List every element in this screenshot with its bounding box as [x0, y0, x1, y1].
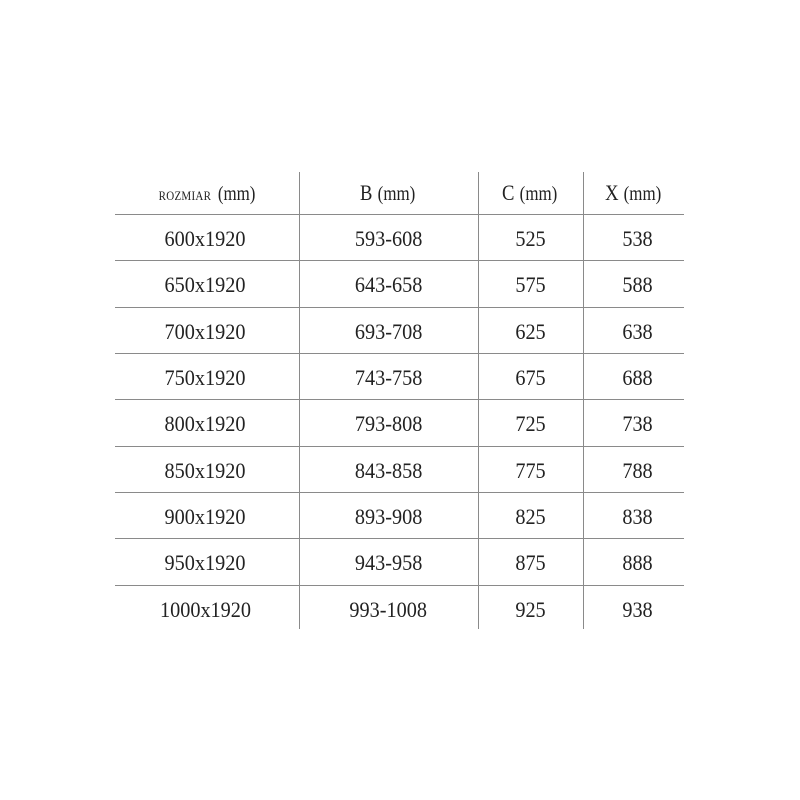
cell-value: 950x1920 [164, 550, 246, 575]
row-divider [115, 446, 684, 447]
table-cell: 538 [587, 216, 688, 262]
table-cell: 675 [478, 355, 583, 401]
cell-value: 638 [622, 319, 653, 344]
cell-value: 775 [515, 458, 546, 483]
table-cell: 793-808 [299, 401, 478, 447]
cell-value: 943-958 [354, 550, 423, 575]
table-cell: 650x1920 [113, 262, 297, 308]
cell-value: 825 [515, 504, 546, 529]
row-divider [115, 214, 684, 215]
cell-value: 525 [515, 226, 546, 251]
cell-value: 575 [515, 272, 546, 297]
cell-value: 750x1920 [164, 365, 246, 390]
cell-value: 843-858 [354, 458, 423, 483]
header-label: C [502, 180, 515, 205]
column-divider [583, 172, 584, 629]
header-label: B [360, 180, 373, 205]
table-cell: 643-658 [299, 262, 478, 308]
table-cell: 638 [587, 309, 688, 355]
table-cell: 838 [587, 494, 688, 540]
cell-value: 1000x1920 [159, 597, 251, 622]
table-cell: 738 [587, 401, 688, 447]
cell-value: 688 [622, 365, 653, 390]
cell-value: 925 [515, 597, 546, 622]
table-cell: 800x1920 [113, 401, 297, 447]
header-cell: ROZMIAR (mm) [115, 170, 299, 216]
cell-value: 675 [515, 365, 546, 390]
table-cell: 600x1920 [113, 216, 297, 262]
row-divider [115, 260, 684, 261]
table-cell: 700x1920 [113, 309, 297, 355]
cell-value: 643-658 [354, 272, 423, 297]
table-cell: 950x1920 [113, 540, 297, 586]
column-divider [478, 172, 479, 629]
header-cell: C (mm) [478, 170, 583, 216]
cell-value: 788 [622, 458, 653, 483]
header-unit: (mm) [377, 183, 416, 205]
table-cell: 900x1920 [113, 494, 297, 540]
cell-value: 593-608 [354, 226, 423, 251]
cell-value: 838 [622, 504, 653, 529]
table-cell: 788 [587, 448, 688, 494]
cell-value: 538 [622, 226, 653, 251]
table-cell: 888 [587, 540, 688, 586]
cell-value: 800x1920 [164, 411, 246, 436]
table-cell: 525 [478, 216, 583, 262]
cell-value: 900x1920 [164, 504, 246, 529]
cell-value: 893-908 [354, 504, 423, 529]
column-divider [299, 172, 300, 629]
cell-value: 600x1920 [164, 226, 246, 251]
table-cell: 588 [587, 262, 688, 308]
header-unit: (mm) [623, 183, 661, 205]
header-unit: (mm) [519, 183, 558, 205]
table-cell: 575 [478, 262, 583, 308]
table-cell: 943-958 [299, 540, 478, 586]
table-cell: 843-858 [299, 448, 478, 494]
cell-value: 700x1920 [164, 319, 246, 344]
table-cell: 693-708 [299, 309, 478, 355]
header-label: ROZMIAR [158, 188, 212, 203]
table-cell: 925 [478, 587, 583, 633]
cell-value: 650x1920 [164, 272, 246, 297]
cell-value: 725 [515, 411, 546, 436]
table-cell: 825 [478, 494, 583, 540]
cell-value: 888 [622, 550, 653, 575]
table-cell: 688 [587, 355, 688, 401]
cell-value: 993-1008 [349, 597, 428, 622]
cell-value: 625 [515, 319, 546, 344]
table-cell: 850x1920 [113, 448, 297, 494]
cell-value: 738 [622, 411, 653, 436]
table-cell: 875 [478, 540, 583, 586]
cell-value: 588 [622, 272, 653, 297]
table-cell: 1000x1920 [113, 587, 297, 633]
row-divider [115, 538, 684, 539]
table-cell: 725 [478, 401, 583, 447]
cell-value: 850x1920 [164, 458, 246, 483]
header-label: X [604, 180, 619, 205]
table-cell: 775 [478, 448, 583, 494]
table-cell: 593-608 [299, 216, 478, 262]
row-divider [115, 307, 684, 308]
header-cell: B (mm) [299, 170, 478, 216]
cell-value: 693-708 [354, 319, 423, 344]
table-cell: 750x1920 [113, 355, 297, 401]
table-cell: 993-1008 [299, 587, 478, 633]
header-cell: X (mm) [583, 170, 684, 216]
cell-value: 793-808 [354, 411, 423, 436]
row-divider [115, 399, 684, 400]
row-divider [115, 492, 684, 493]
table-cell: 893-908 [299, 494, 478, 540]
row-divider [115, 353, 684, 354]
row-divider [115, 585, 684, 586]
table-cell: 625 [478, 309, 583, 355]
cell-value: 938 [622, 597, 653, 622]
header-unit: (mm) [218, 183, 256, 205]
cell-value: 743-758 [354, 365, 423, 390]
table-cell: 938 [587, 587, 688, 633]
cell-value: 875 [515, 550, 546, 575]
table-cell: 743-758 [299, 355, 478, 401]
